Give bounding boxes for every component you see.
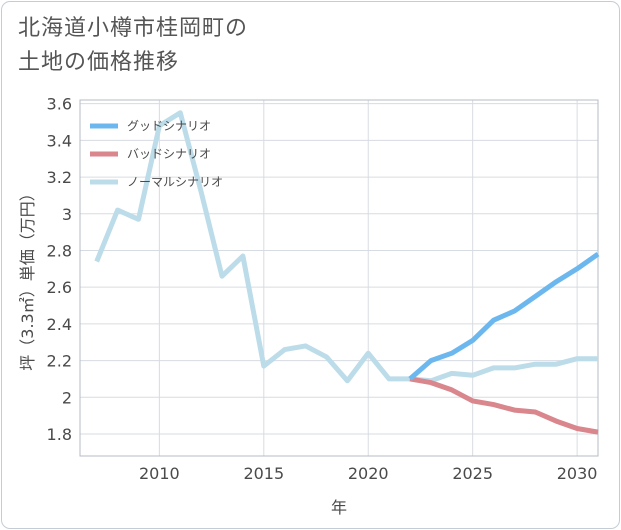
chart-title-line-1: 北海道小樽市桂岡町の — [18, 16, 249, 41]
x-tick-label: 2025 — [452, 464, 493, 483]
y-tick-label: 3 — [62, 205, 72, 224]
y-tick-label: 2.8 — [47, 241, 72, 260]
y-tick-label: 2.6 — [47, 278, 72, 297]
legend-label-1: グッドシナリオ — [127, 119, 211, 133]
x-tick-labels: 2010 2015 2020 2025 2030 — [139, 464, 597, 483]
y-tick-label: 3.2 — [47, 168, 72, 187]
grid-lines — [80, 100, 598, 456]
y-tick-label: 2.2 — [47, 352, 72, 371]
series-line-2 — [409, 376, 599, 435]
y-tick-label: 3.6 — [47, 95, 72, 114]
chart-title-line-2: 土地の価格推移 — [18, 50, 180, 75]
y-tick-label: 3.4 — [47, 131, 72, 150]
x-tick-label: 2010 — [139, 464, 180, 483]
legend-label-3: ノーマルシナリオ — [127, 175, 223, 189]
x-tick-label: 2015 — [243, 464, 284, 483]
series-line-3 — [94, 110, 598, 384]
chart-title: 北海道小樽市桂岡町の 土地の価格推移 — [18, 12, 438, 80]
y-tick-label: 2 — [62, 388, 72, 407]
series-layer — [94, 110, 600, 435]
x-axis-title: 年 — [331, 498, 347, 517]
series-line-1 — [408, 252, 600, 381]
y-axis-title: 坪（3.3㎡）単価（万円） — [18, 185, 37, 370]
x-tick-label: 2020 — [348, 464, 389, 483]
y-tick-label: 2.4 — [47, 315, 72, 334]
x-tick-label: 2030 — [557, 464, 598, 483]
plot-frame — [79, 99, 599, 457]
y-tick-label: 1.8 — [47, 425, 72, 444]
y-tick-labels: 1.8 2 2.2 2.4 2.6 2.8 3 3.2 3.4 3.6 — [47, 95, 72, 444]
legend-label-2: バッドシナリオ — [127, 147, 211, 161]
